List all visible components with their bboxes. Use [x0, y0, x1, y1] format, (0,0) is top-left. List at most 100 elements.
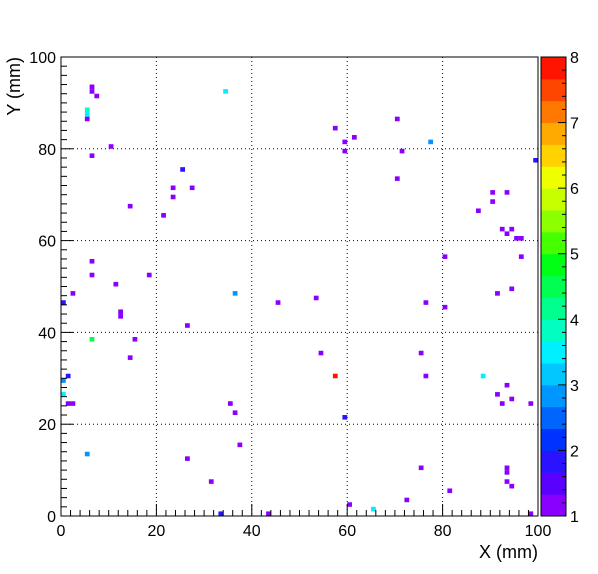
heatmap-bin [394, 116, 400, 122]
heatmap-bin [232, 291, 238, 296]
heatmap-bin [232, 410, 238, 416]
heatmap-bin [185, 323, 190, 328]
heatmap-bin [347, 502, 352, 507]
x-tick-label: 0 [57, 523, 66, 540]
x-tick-label: 80 [434, 523, 452, 540]
palette-swatch [541, 188, 566, 211]
palette-swatch [541, 406, 566, 430]
heatmap-bin [185, 456, 190, 461]
palette-swatch [541, 450, 566, 473]
heatmap-bin [84, 107, 90, 113]
palette-swatch [541, 231, 566, 255]
heatmap-bin [89, 258, 95, 264]
heatmap-bins [61, 84, 538, 516]
y-tick-label: 80 [38, 142, 56, 159]
heatmap-bin [528, 401, 534, 406]
y-tick-label: 100 [29, 50, 56, 67]
heatmap-bin [189, 185, 195, 191]
heatmap-bin [447, 488, 453, 494]
palette-swatch [541, 122, 566, 145]
heatmap-bin [132, 336, 138, 342]
heatmap-bin [480, 373, 486, 379]
heatmap-bin [399, 148, 405, 154]
heatmap-bin [108, 144, 114, 149]
x-tick-label: 40 [243, 523, 261, 540]
heatmap-bin [504, 465, 510, 471]
heatmap-bin [118, 309, 124, 315]
palette-swatch [541, 253, 566, 277]
heatmap-bin [89, 153, 95, 158]
heatmap-bin [504, 470, 510, 475]
heatmap-bin [170, 194, 176, 200]
palette-swatch [541, 78, 566, 102]
y-tick-label: 40 [38, 325, 56, 342]
palette-swatch [541, 166, 566, 189]
heatmap-bin [61, 392, 66, 397]
heatmap-bin [84, 116, 90, 122]
heatmap-bin [394, 176, 400, 181]
heatmap-bin [65, 401, 71, 406]
heatmap-bin [266, 511, 271, 516]
y-tick-label: 60 [38, 234, 56, 251]
heatmap-bin [518, 236, 524, 241]
heatmap-bin [504, 190, 510, 195]
heatmap-bin [351, 135, 357, 140]
heatmap-bin [318, 350, 324, 356]
heatmap-bin [89, 89, 95, 94]
palette-tick-label: 4 [570, 312, 579, 329]
heatmap-bin [127, 355, 133, 360]
heatmap-bin [495, 291, 500, 296]
heatmap-bin [70, 291, 76, 296]
palette-swatch [541, 472, 566, 495]
heatmap-bin [509, 286, 515, 292]
palette-tick-label: 3 [570, 378, 579, 395]
heatmap-bin [313, 295, 319, 301]
heatmap-bin [404, 497, 410, 503]
heatmap-bin [180, 167, 186, 172]
palette-swatch [541, 100, 566, 124]
x-tick-label: 100 [525, 523, 552, 540]
palette-swatch [541, 363, 566, 386]
x-tick-label: 60 [338, 523, 356, 540]
heatmap-bin [504, 479, 510, 484]
heatmap-bin [118, 314, 124, 319]
palette-swatch [541, 319, 566, 342]
heatmap-bin [504, 231, 510, 237]
heatmap-bin [518, 254, 524, 259]
heatmap-bin [275, 300, 281, 305]
heatmap-bin [495, 392, 500, 397]
palette-swatch [541, 384, 566, 408]
heatmap-bin [509, 226, 515, 232]
heatmap-bin [509, 483, 515, 489]
y-tick-label: 20 [38, 417, 56, 434]
heatmap-bin [70, 401, 76, 406]
axis-ticks: 0 20 40 60 80 100 0 20 40 60 80 100 [29, 50, 551, 540]
heatmap-bin [146, 272, 152, 278]
heatmap-bin [113, 281, 119, 287]
heatmap-bin [170, 185, 176, 191]
heatmap-bin [65, 373, 71, 379]
heatmap-bin [418, 350, 424, 356]
heatmap-bin [423, 300, 429, 305]
y-axis-title: Y (mm) [4, 57, 24, 116]
heatmap-bin [332, 373, 338, 379]
palette-tick-label: 1 [570, 509, 579, 526]
palette-swatch [541, 428, 566, 451]
heatmap-bin [84, 112, 90, 117]
palette-tick-label: 7 [570, 116, 579, 133]
heatmap-bin [161, 213, 166, 218]
heatmap-bin [490, 199, 496, 204]
heatmap-bin [94, 93, 100, 99]
x-tick-label: 20 [148, 523, 166, 540]
palette-swatch [541, 275, 566, 298]
heatmap-bin [208, 479, 214, 484]
heatmap-bin [371, 506, 376, 512]
palette-swatch [541, 57, 566, 80]
heatmap-bin [442, 304, 448, 310]
palette-swatch [541, 297, 566, 320]
heatmap-bin [223, 89, 228, 94]
heatmap-bin [237, 442, 243, 448]
heatmap-bin [499, 401, 505, 406]
heatmap-bin [514, 236, 519, 241]
x-axis-title: X (mm) [479, 542, 538, 562]
